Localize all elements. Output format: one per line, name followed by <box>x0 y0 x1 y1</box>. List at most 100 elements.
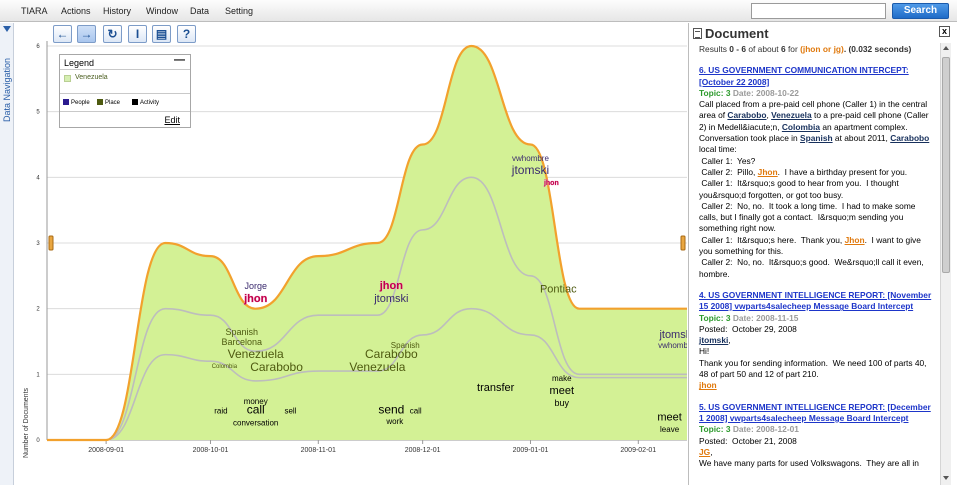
y-tick-label: 2 <box>36 307 40 313</box>
theme-word-label[interactable]: Colombia <box>212 364 238 370</box>
theme-word-label[interactable]: sell <box>284 407 296 416</box>
refresh-button[interactable]: ↻ <box>103 25 122 43</box>
document-text-line: Posted: October 21, 2008 <box>699 435 797 446</box>
theme-word-label[interactable]: Venezuela <box>349 360 405 374</box>
entity-link[interactable]: jtomski <box>699 335 729 346</box>
document-text-line: Caller 1: It&rsquo;s good to hear from y… <box>699 178 902 200</box>
theme-word-label[interactable]: call <box>247 403 265 417</box>
text-cursor-button[interactable]: I <box>128 25 147 43</box>
date-label: Date: 2008-12-01 <box>732 424 799 435</box>
theme-word-label[interactable]: make <box>552 374 572 383</box>
theme-word-label[interactable]: raid <box>214 407 227 416</box>
menu-item-actions[interactable]: Actions <box>61 6 91 16</box>
query-match-link[interactable]: Jhon <box>757 166 778 177</box>
visualization-panel: 0 1 2 3 4 5 6 Number of Documents 2008-09-01 2008… <box>15 23 687 485</box>
theme-word-label[interactable]: jhon <box>243 293 268 306</box>
legend-category-people[interactable]: People <box>63 99 90 106</box>
back-button[interactable]: ← <box>53 25 72 43</box>
menu-item-history[interactable]: History <box>103 6 132 16</box>
theme-word-label[interactable]: buy <box>555 398 570 408</box>
legend-divider <box>60 69 190 70</box>
menu-item-tiara[interactable]: TIARA <box>21 6 48 16</box>
topic-label: Topic: 3 <box>699 312 731 323</box>
theme-word-label[interactable]: Barcelona <box>222 337 263 347</box>
document-icon: ▤ <box>155 27 168 41</box>
entity-link[interactable]: Spanish <box>800 133 833 144</box>
document-panel: Document x Results 0 - 6 of about 6 for … <box>688 23 957 485</box>
document-button[interactable]: ▤ <box>152 25 171 43</box>
topic-label: Topic: 3 <box>699 424 731 435</box>
entity-link[interactable]: Carabobo <box>890 133 930 144</box>
scroll-thumb[interactable] <box>942 57 950 273</box>
legend-divider <box>60 93 190 94</box>
document-title: Document <box>705 26 769 41</box>
theme-word-label[interactable]: money <box>244 397 268 406</box>
theme-word-label[interactable]: jhon <box>378 280 403 293</box>
document-scrollbar[interactable] <box>940 43 951 485</box>
query-match-link[interactable]: jhon <box>699 380 717 391</box>
document-text-line: We have many parts for used Volkswagons.… <box>699 458 919 469</box>
legend-minimize-button[interactable]: — <box>174 54 185 66</box>
scroll-up-icon[interactable] <box>943 46 949 50</box>
theme-word-label[interactable]: jtomski <box>658 329 687 341</box>
y-tick-label: 0 <box>36 438 40 444</box>
data-navigation-panel[interactable]: Data Navigation <box>0 23 14 485</box>
close-button[interactable]: x <box>939 26 950 37</box>
legend-category-place[interactable]: Place <box>97 99 120 106</box>
entity-link[interactable]: Venezuela <box>771 110 812 121</box>
theme-word-label[interactable]: conversation <box>233 419 278 428</box>
menu-item-setting[interactable]: Setting <box>225 6 254 16</box>
document-entry-meta: Topic: 3 Date: 2008-10-22 <box>699 88 936 99</box>
query-text: (jhon or jg) <box>800 44 844 54</box>
theme-word-label[interactable]: work <box>385 417 404 426</box>
x-tick-label: 2008-11-01 <box>301 447 336 454</box>
query-match-link[interactable]: JG <box>699 446 711 457</box>
theme-word-label[interactable]: Carabobo <box>250 360 303 374</box>
collapse-arrow-icon[interactable] <box>3 26 11 32</box>
forward-button[interactable]: → <box>77 25 96 43</box>
theme-word-label[interactable]: Carabobo <box>365 347 418 361</box>
theme-word-label[interactable]: vwhombre <box>658 341 687 350</box>
theme-word-label[interactable]: call <box>410 407 422 416</box>
theme-word-label[interactable]: meet <box>657 411 681 423</box>
theme-word-label[interactable]: Venezuela <box>228 347 284 361</box>
menu-bar: TIARA Actions History Window Data Settin… <box>0 0 957 22</box>
x-tick-label: 2008-12-01 <box>405 447 441 454</box>
legend-item-venezuela[interactable]: Venezuela <box>75 74 108 81</box>
theme-word-label[interactable]: Jorge <box>244 281 267 291</box>
menu-item-window[interactable]: Window <box>146 6 179 16</box>
document-text-line: jtomski, <box>699 335 731 346</box>
search-button[interactable]: Search <box>892 3 949 19</box>
entity-link[interactable]: Carabobo <box>727 110 767 121</box>
legend-category-activity[interactable]: Activity <box>132 99 159 106</box>
help-icon: ? <box>182 27 191 41</box>
theme-word-label[interactable]: send <box>378 403 404 417</box>
query-match-link[interactable]: Jhon <box>844 234 865 245</box>
theme-word-label[interactable]: Pontiac <box>540 283 577 295</box>
document-text-line: jhon <box>699 380 936 391</box>
entity-link[interactable]: Colombia <box>781 121 821 132</box>
theme-word-label[interactable]: jhon <box>543 180 559 188</box>
scroll-down-icon[interactable] <box>943 476 949 480</box>
search-input[interactable] <box>751 3 886 19</box>
document-entry-title[interactable]: 4. US GOVERNMENT INTELLIGENCE REPORT: [N… <box>699 289 932 312</box>
forward-arrow-icon: → <box>80 27 93 41</box>
legend-edit-link[interactable]: Edit <box>164 115 180 125</box>
document-list[interactable]: Results 0 - 6 of about 6 for (jhon or jg… <box>689 43 940 485</box>
theme-word-label[interactable]: transfer <box>477 382 515 394</box>
y-tick-label: 4 <box>36 175 40 181</box>
theme-word-label[interactable]: leave <box>660 425 680 434</box>
theme-word-label[interactable]: meet <box>550 385 574 397</box>
y-tick-label: 1 <box>36 372 40 378</box>
y-tick-label: 5 <box>36 110 40 116</box>
document-entry-title[interactable]: 5. US GOVERNMENT INTELLIGENCE REPORT: [D… <box>699 401 931 423</box>
range-handle-right <box>680 235 686 251</box>
document-entry-title[interactable]: 6. US GOVERNMENT COMMUNICATION INTERCEPT… <box>699 65 909 87</box>
menu-item-data[interactable]: Data <box>190 6 210 16</box>
theme-word-label[interactable]: Spanish <box>226 327 259 337</box>
theme-word-label[interactable]: Spanish <box>391 341 420 350</box>
theme-word-label[interactable]: jtomski <box>373 293 408 305</box>
theme-word-label[interactable]: jtomski <box>511 163 549 177</box>
help-button[interactable]: ? <box>177 25 196 43</box>
theme-word-label[interactable]: vwhombre <box>512 154 549 163</box>
